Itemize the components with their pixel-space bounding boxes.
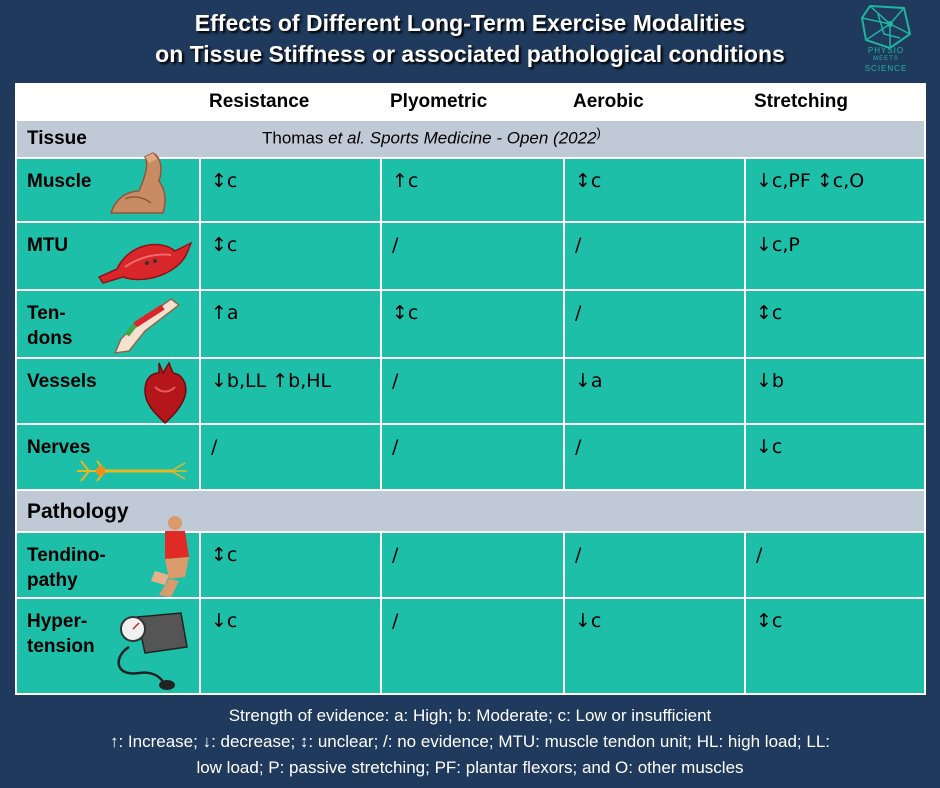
column-header-stretching: Stretching (744, 83, 926, 121)
cell-mtu-resistance: ↕c (211, 234, 238, 256)
cell-hypertension-stretching: ↕c (756, 610, 783, 632)
column-header-resistance: Resistance (199, 83, 382, 121)
row-label-nerves: Nerves (27, 437, 91, 458)
cell-tendinopathy-aerobic: / (575, 544, 582, 566)
cell-nerves-stretching: ↓c (756, 436, 783, 458)
row-label-mtu: MTU (27, 235, 69, 256)
cell-vessels-plyometric: / (392, 370, 399, 392)
table-row-vessels: Vessels ↓b,LL ↑b,HL / ↓a ↓b (15, 357, 926, 425)
cell-nerves-aerobic: / (575, 436, 582, 458)
section-row-pathology: Pathology (15, 489, 926, 533)
cell-mtu-aerobic: / (575, 234, 582, 256)
neuron-icon (77, 460, 187, 482)
effects-table: Resistance Plyometric Aerobic Stretching… (15, 83, 926, 695)
cell-nerves-resistance: / (211, 436, 218, 458)
row-label-muscle: Muscle (27, 171, 92, 192)
logo-text: PHYSIO MEETS SCIENCE (864, 46, 908, 73)
cell-tendinopathy-resistance: ↕c (211, 544, 238, 566)
flexed-arm-icon (110, 152, 166, 214)
section-label-pathology: Pathology (27, 500, 129, 523)
cell-muscle-plyometric: ↑c (392, 170, 419, 192)
row-label-tendinopathy: Tendino- pathy (27, 545, 106, 591)
cell-tendons-plyometric: ↕c (392, 302, 419, 324)
heart-icon (144, 361, 187, 425)
table-row-tendons: Ten- dons ↑a ↕c / ↕c (15, 289, 926, 359)
footer-line-2: ↑: Increase; ↓: decrease; ↕: unclear; /:… (109, 732, 831, 751)
citation-source: et al. Sports Medicine - Open (2022 (328, 128, 597, 148)
footer-line-1: Strength of evidence: a: High; b: Modera… (228, 706, 712, 725)
cell-vessels-stretching: ↓b (756, 370, 784, 392)
cell-hypertension-plyometric: / (392, 610, 399, 632)
cell-muscle-resistance: ↕c (211, 170, 238, 192)
header-empty-cell (15, 83, 201, 121)
cell-tendinopathy-stretching: / (756, 544, 763, 566)
table-row-hypertension: Hyper- tension ↓c / ↓c ↕c (15, 597, 926, 695)
citation-authors: Thomas (262, 128, 324, 148)
cell-tendons-stretching: ↕c (756, 302, 783, 324)
column-header-plyometric: Plyometric (380, 83, 565, 121)
citation-close: ) (596, 125, 601, 140)
row-label-hypertension: Hyper- tension (27, 611, 95, 657)
table-row-nerves: Nerves / / / ↓c (15, 423, 926, 491)
table-row-muscle: Muscle ↕c ↑c ↕c ↓c,PF ↕c,O (15, 152, 926, 223)
physio-logo-icon (860, 4, 912, 50)
table-row-tendinopathy: Tendino- pathy ↕c / / / (15, 516, 926, 599)
page-title: Effects of Different Long-Term Exercise … (0, 8, 940, 70)
cell-tendinopathy-plyometric: / (392, 544, 399, 566)
title-line-2: on Tissue Stiffness or associated pathol… (155, 41, 785, 67)
leg-tendon-icon (113, 298, 181, 354)
cell-tendons-resistance: ↑a (211, 302, 239, 324)
row-label-vessels: Vessels (27, 371, 97, 392)
cell-muscle-aerobic: ↕c (575, 170, 602, 192)
footer-line-3: low load; P: passive stretching; PF: pla… (196, 758, 744, 777)
section-label-tissue: Tissue (27, 128, 87, 149)
header-row: Resistance Plyometric Aerobic Stretching (15, 83, 926, 121)
cell-mtu-plyometric: / (392, 234, 399, 256)
cell-hypertension-aerobic: ↓c (575, 610, 602, 632)
table-row-mtu: MTU ↕c / / ↓c,P (15, 221, 926, 291)
legend-footer: Strength of evidence: a: High; b: Modera… (0, 703, 940, 781)
cell-nerves-plyometric: / (392, 436, 399, 458)
column-header-aerobic: Aerobic (563, 83, 746, 121)
cell-vessels-aerobic: ↓a (575, 370, 603, 392)
cell-vessels-resistance: ↓b,LL ↑b,HL (211, 370, 332, 392)
muscle-icon (97, 241, 193, 284)
section-row-tissue: Tissue (15, 119, 926, 159)
row-label-tendons: Ten- dons (27, 303, 73, 349)
citation: Thomas et al. Sports Medicine - Open (20… (262, 125, 601, 149)
cell-hypertension-resistance: ↓c (211, 610, 238, 632)
knee-pain-icon (151, 516, 189, 597)
cell-mtu-stretching: ↓c,P (756, 234, 800, 256)
cell-muscle-stretching: ↓c,PF ↕c,O (756, 170, 865, 192)
cell-tendons-aerobic: / (575, 302, 582, 324)
blood-pressure-cuff-icon (117, 612, 188, 690)
title-line-1: Effects of Different Long-Term Exercise … (194, 10, 746, 36)
